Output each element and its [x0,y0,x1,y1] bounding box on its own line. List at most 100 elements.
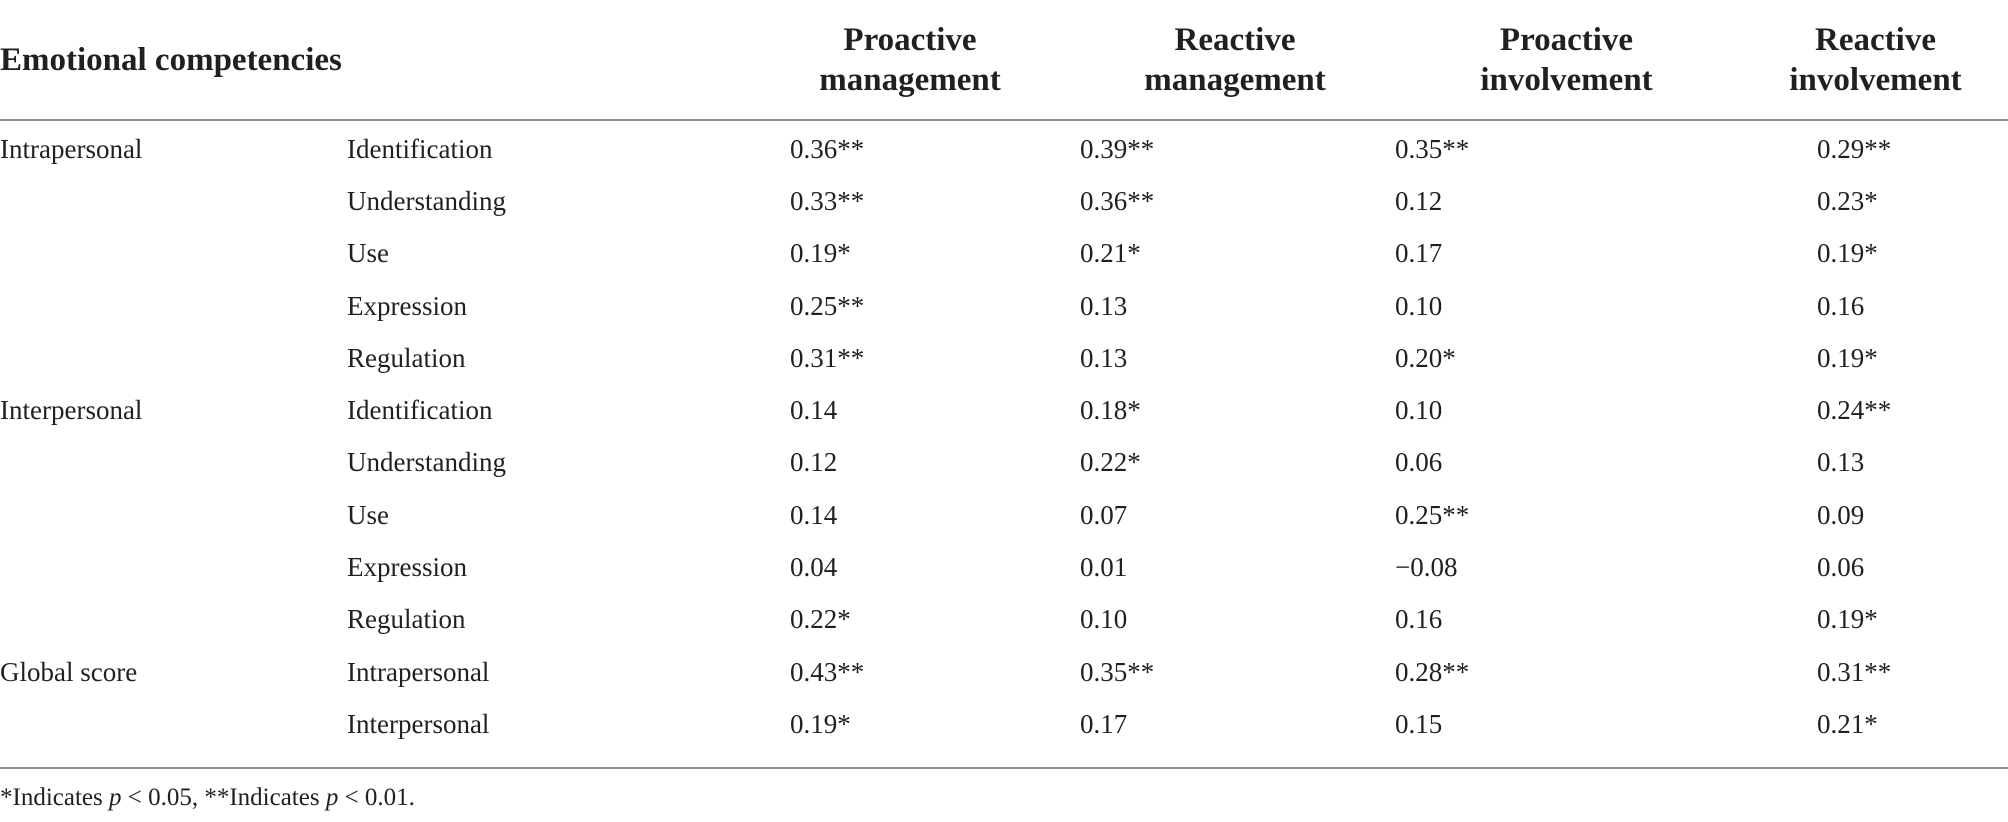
row-category [0,594,347,646]
cell-reactive-management: 0.10 [1080,604,1128,635]
row-subcategory: Understanding [347,447,506,478]
row-category [0,280,347,332]
cell-proactive-involvement: 0.12 [1395,185,1443,216]
cell-reactive-involvement: 0.19* [1817,342,1878,373]
cell-proactive-involvement: 0.16 [1395,604,1443,635]
header-proactive-involvement: Proactive involvement [1390,0,1744,121]
row-subcategory: Identification [347,133,493,164]
footnote-text: < 0.05, **Indicates [121,784,326,811]
row-subcategory: Intrapersonal [347,656,490,687]
row-subcategory: Use [347,499,389,530]
table-bottom-rule [0,767,2008,769]
row-subcategory: Regulation [347,604,466,635]
table-row: Global score Intrapersonal 0.43** 0.35**… [0,646,2008,698]
cell-proactive-management: 0.12 [790,447,838,478]
cell-reactive-management: 0.36** [1080,185,1155,216]
table-row: Expression 0.25** 0.13 0.10 0.16 [0,280,2008,332]
row-category: Global score [0,656,138,687]
row-subcategory: Regulation [347,342,466,373]
cell-proactive-management: 0.19* [790,238,851,269]
cell-reactive-involvement: 0.19* [1817,238,1878,269]
row-subcategory: Identification [347,395,493,426]
cell-proactive-management: 0.33** [790,185,865,216]
table-row: Regulation 0.31** 0.13 0.20* 0.19* [0,332,2008,384]
table-body: Intrapersonal Identification 0.36** 0.39… [0,120,2008,751]
header-line: Proactive [1499,22,1634,58]
cell-proactive-involvement: −0.08 [1395,552,1458,583]
cell-proactive-involvement: 0.10 [1395,395,1443,426]
table-row: Use 0.19* 0.21* 0.17 0.19* [0,228,2008,280]
cell-reactive-involvement: 0.19* [1817,604,1878,635]
footnote-p-symbol: p [108,784,122,811]
correlation-table: Emotional competencies Proactive managem… [0,0,2008,751]
table-header: Emotional competencies Proactive managem… [0,0,2008,121]
header-line: Reactive [1174,22,1296,58]
cell-reactive-involvement: 0.31** [1817,656,1892,687]
cell-reactive-involvement: 0.13 [1817,447,1865,478]
row-subcategory: Expression [347,552,467,583]
row-category: Intrapersonal [0,133,143,164]
row-subcategory: Use [347,238,389,269]
cell-reactive-involvement: 0.21* [1817,708,1878,739]
cell-reactive-management: 0.22* [1080,447,1141,478]
cell-reactive-involvement: 0.06 [1817,552,1865,583]
cell-proactive-management: 0.14 [790,499,838,530]
cell-reactive-management: 0.01 [1080,552,1128,583]
row-category [0,489,347,541]
header-row: Emotional competencies Proactive managem… [0,0,2008,121]
table-row: Interpersonal 0.19* 0.17 0.15 0.21* [0,698,2008,750]
table-row: Understanding 0.33** 0.36** 0.12 0.23* [0,175,2008,227]
cell-proactive-involvement: 0.15 [1395,708,1443,739]
table-row: Use 0.14 0.07 0.25** 0.09 [0,489,2008,541]
cell-proactive-involvement: 0.25** [1395,499,1470,530]
cell-reactive-management: 0.18* [1080,395,1141,426]
cell-reactive-management: 0.13 [1080,342,1128,373]
row-category [0,332,347,384]
row-category [0,437,347,489]
cell-reactive-management: 0.35** [1080,656,1155,687]
cell-proactive-management: 0.36** [790,133,865,164]
cell-reactive-management: 0.21* [1080,238,1141,269]
header-emotional-competencies: Emotional competencies [0,0,741,121]
row-category [0,698,347,750]
header-line: involvement [1480,62,1653,98]
header-line: Proactive [843,22,977,58]
cell-proactive-management: 0.25** [790,290,865,321]
cell-reactive-involvement: 0.29** [1817,133,1892,164]
row-category [0,175,347,227]
row-subcategory: Interpersonal [347,708,490,739]
table-row: Interpersonal Identification 0.14 0.18* … [0,384,2008,436]
cell-proactive-management: 0.14 [790,395,838,426]
table-row: Expression 0.04 0.01 −0.08 0.06 [0,541,2008,593]
header-line: management [819,62,1001,98]
cell-proactive-management: 0.31** [790,342,865,373]
table-row: Intrapersonal Identification 0.36** 0.39… [0,120,2008,175]
cell-proactive-management: 0.22* [790,604,851,635]
cell-proactive-involvement: 0.10 [1395,290,1443,321]
cell-reactive-management: 0.39** [1080,133,1155,164]
cell-reactive-involvement: 0.09 [1817,499,1865,530]
cell-reactive-involvement: 0.16 [1817,290,1865,321]
cell-proactive-involvement: 0.35** [1395,133,1470,164]
table-row: Understanding 0.12 0.22* 0.06 0.13 [0,437,2008,489]
header-line: Reactive [1815,22,1936,58]
cell-proactive-management: 0.19* [790,708,851,739]
cell-proactive-involvement: 0.06 [1395,447,1443,478]
footnote-p-symbol: p [325,784,339,811]
cell-reactive-involvement: 0.23* [1817,185,1878,216]
cell-proactive-involvement: 0.17 [1395,238,1443,269]
cell-proactive-involvement: 0.28** [1395,656,1470,687]
row-category [0,541,347,593]
cell-proactive-management: 0.04 [790,552,838,583]
cell-reactive-management: 0.07 [1080,499,1128,530]
header-proactive-management: Proactive management [740,0,1081,121]
table-row: Regulation 0.22* 0.10 0.16 0.19* [0,594,2008,646]
footnote-text: < 0.01. [338,784,415,811]
cell-reactive-management: 0.17 [1080,708,1128,739]
row-subcategory: Expression [347,290,467,321]
header-reactive-management: Reactive management [1080,0,1391,121]
header-reactive-involvement: Reactive involvement [1743,0,2008,121]
table-footnote: *Indicates p < 0.05, **Indicates p < 0.0… [0,782,415,814]
footnote-text: *Indicates [0,784,109,811]
